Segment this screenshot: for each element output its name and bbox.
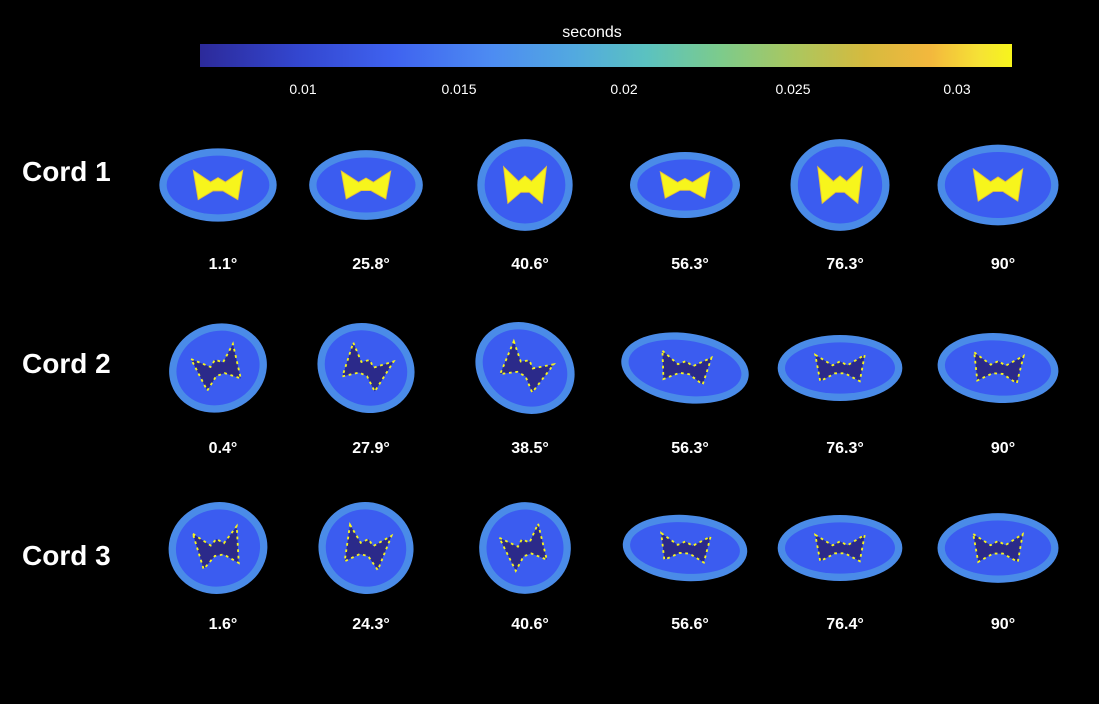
angle-label: 1.6°: [208, 616, 238, 633]
angle-label: 76.4°: [826, 616, 864, 633]
angle-label: 90°: [990, 440, 1016, 457]
cord-slice-image: [475, 322, 575, 414]
angle-label: 1.1°: [208, 256, 238, 273]
angle-label: 38.5°: [511, 440, 549, 457]
angle-label: 90°: [990, 616, 1016, 633]
angle-label: 0.4°: [208, 440, 238, 457]
colorbar: [200, 44, 1012, 67]
cord-slice-image: [777, 515, 903, 581]
cord-slice-image: [159, 148, 277, 222]
cord-slice-image: [622, 514, 748, 582]
angle-label: 90°: [990, 256, 1016, 273]
cord-slice-image: [630, 152, 740, 218]
cord-slice-image: [621, 332, 749, 404]
angle-label: 76.3°: [826, 256, 864, 273]
cord-slice-image: [309, 150, 423, 220]
colorbar-tick: 0.025: [775, 81, 811, 97]
angle-label: 40.6°: [511, 256, 549, 273]
angle-label: 27.9°: [352, 440, 390, 457]
angle-label: 56.3°: [671, 440, 709, 457]
cord-slice-image: [318, 502, 414, 594]
angle-label: 76.3°: [826, 440, 864, 457]
cord-slice-image: [937, 332, 1059, 404]
angle-label: 56.6°: [671, 616, 709, 633]
cord-slice-image: [168, 502, 268, 594]
angle-label: 40.6°: [511, 616, 549, 633]
cord-slice-image: [777, 335, 903, 401]
colorbar-tick: 0.01: [289, 81, 317, 97]
angle-label: 56.3°: [671, 256, 709, 273]
cord-slice-image: [169, 323, 267, 413]
colorbar-title: seconds: [562, 24, 622, 41]
row-label-cord-1: Cord 1: [22, 156, 111, 187]
cord-slice-image: [937, 144, 1059, 226]
cord-slice-image: [790, 139, 890, 231]
colorbar-tick: 0.02: [610, 81, 638, 97]
cord-slice-image: [479, 502, 571, 594]
cord-slice-image: [937, 513, 1059, 583]
row-label-cord-2: Cord 2: [22, 348, 111, 379]
colorbar-tick: 0.03: [943, 81, 971, 97]
colorbar-tick: 0.015: [441, 81, 477, 97]
cord-slice-image: [317, 322, 415, 414]
row-label-cord-3: Cord 3: [22, 540, 111, 571]
angle-label: 24.3°: [352, 616, 390, 633]
cord-slice-image: [477, 139, 573, 231]
angle-label: 25.8°: [352, 256, 390, 273]
